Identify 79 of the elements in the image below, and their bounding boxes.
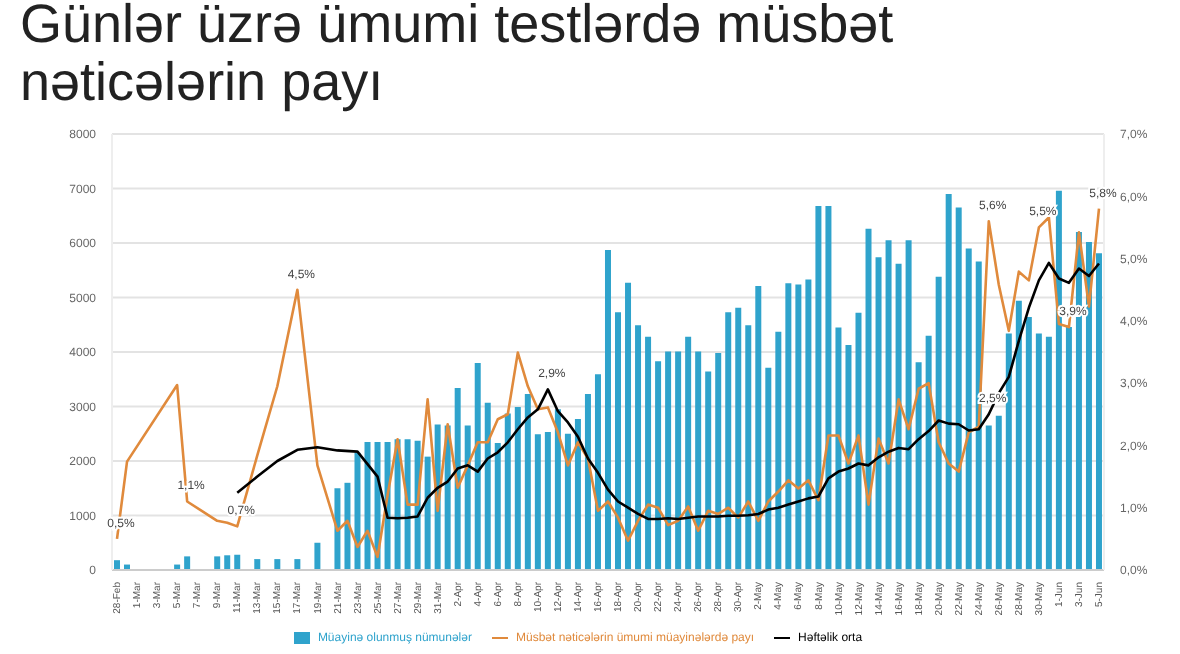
bar xyxy=(985,425,992,570)
bar xyxy=(845,344,852,570)
bar xyxy=(835,327,842,570)
bar xyxy=(214,556,221,570)
bar xyxy=(905,240,912,570)
bar xyxy=(745,325,752,570)
bar xyxy=(825,205,832,570)
bar xyxy=(234,554,241,570)
bar xyxy=(534,434,541,570)
bar xyxy=(925,335,932,570)
bar xyxy=(114,560,120,570)
bar xyxy=(574,419,581,570)
bar xyxy=(945,193,952,570)
bar xyxy=(344,482,351,570)
bar xyxy=(615,312,622,570)
bar xyxy=(855,312,862,570)
bar xyxy=(1045,336,1052,570)
bar xyxy=(955,207,962,570)
bar xyxy=(675,351,682,570)
bar xyxy=(725,312,732,570)
bar xyxy=(514,407,521,570)
bar xyxy=(1035,333,1042,570)
bar xyxy=(594,374,601,570)
bar xyxy=(484,402,491,570)
bar xyxy=(635,325,642,570)
bar xyxy=(564,433,571,570)
bar xyxy=(655,361,662,570)
bar xyxy=(815,205,822,570)
bar xyxy=(965,248,972,570)
bar xyxy=(995,415,1002,570)
bar xyxy=(665,351,672,570)
bar xyxy=(775,331,782,570)
bar xyxy=(474,362,481,570)
bar xyxy=(1095,253,1102,570)
bar xyxy=(184,556,191,570)
bar xyxy=(865,228,872,570)
bar xyxy=(314,542,321,570)
bar xyxy=(554,409,561,570)
bar xyxy=(1055,190,1062,570)
bar xyxy=(935,276,942,570)
bar xyxy=(795,284,802,570)
bar xyxy=(1015,300,1022,570)
bar xyxy=(805,279,812,570)
bar xyxy=(254,559,261,570)
bar xyxy=(1005,333,1012,570)
bar xyxy=(404,439,411,570)
bar xyxy=(785,283,792,570)
bar xyxy=(765,367,772,570)
bar xyxy=(685,336,692,570)
bar xyxy=(494,443,501,570)
bar xyxy=(354,452,361,570)
chart-title: Günlər üzrə ümumi testlərdə müsbət nəticələrin payı xyxy=(20,0,896,112)
bar xyxy=(584,393,591,570)
bar xyxy=(885,240,892,570)
bar xyxy=(875,257,882,570)
bar xyxy=(625,282,632,570)
bar xyxy=(524,393,531,570)
bar xyxy=(735,307,742,570)
bar xyxy=(424,456,431,570)
bar xyxy=(895,263,902,570)
bar xyxy=(705,371,712,570)
bar xyxy=(464,425,471,570)
bar xyxy=(645,336,652,570)
bar xyxy=(715,353,722,570)
bar xyxy=(454,387,461,570)
bar xyxy=(504,413,511,570)
bar xyxy=(544,432,551,570)
bar xyxy=(1025,317,1032,570)
bar xyxy=(334,488,341,570)
bar xyxy=(695,351,702,570)
bar xyxy=(1085,241,1092,570)
bar xyxy=(224,555,231,570)
bar xyxy=(294,559,301,570)
bar xyxy=(1065,326,1072,570)
bar xyxy=(755,286,762,570)
bar xyxy=(274,559,281,570)
bar xyxy=(364,441,371,570)
bar xyxy=(915,362,922,570)
bar xyxy=(604,250,611,570)
